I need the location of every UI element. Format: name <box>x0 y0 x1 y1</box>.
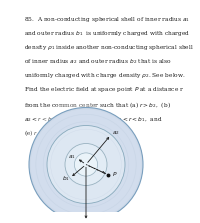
Text: $a_2<r<b_2$,  (c) $b_1<r<a_2$,  (d) $a_1<r<b_1$,  and: $a_2<r<b_2$, (c) $b_1<r<a_2$, (d) $a_1<r… <box>24 114 163 124</box>
Text: of inner radius $a_2$ and outer radius $b_2$ that is also: of inner radius $a_2$ and outer radius $… <box>24 57 172 66</box>
Circle shape <box>29 107 143 221</box>
Text: $a_1$: $a_1$ <box>68 153 76 161</box>
Text: density $\rho_1$ inside another non-conducting spherical shell: density $\rho_1$ inside another non-cond… <box>24 43 194 52</box>
Circle shape <box>29 107 143 221</box>
Text: and outer radius $b_1$  is uniformly charged with charged: and outer radius $b_1$ is uniformly char… <box>24 29 190 38</box>
Circle shape <box>47 126 125 204</box>
Circle shape <box>47 126 125 204</box>
Circle shape <box>74 153 98 176</box>
Text: Find the electric field at space point $P$ at a distance r: Find the electric field at space point $… <box>24 85 184 95</box>
Text: $b_2$: $b_2$ <box>82 221 90 223</box>
Text: $P$: $P$ <box>112 170 117 178</box>
Circle shape <box>65 143 107 186</box>
Circle shape <box>32 110 123 202</box>
Circle shape <box>23 102 132 210</box>
Circle shape <box>65 143 107 186</box>
Text: $b_1$: $b_1$ <box>62 175 69 184</box>
Circle shape <box>43 122 112 190</box>
Text: $a_2$: $a_2$ <box>112 129 119 137</box>
Text: (e) $r<a_1$.: (e) $r<a_1$. <box>24 128 53 138</box>
Text: uniformly charged with charge density $\rho_2$. See below.: uniformly charged with charge density $\… <box>24 71 186 80</box>
Text: 85.  A non-conducting spherical shell of inner radius $a_1$: 85. A non-conducting spherical shell of … <box>24 14 190 23</box>
Circle shape <box>31 109 141 220</box>
Circle shape <box>31 109 141 220</box>
Circle shape <box>74 153 98 176</box>
Text: from the common center such that (a) $r>b_2$,  (b): from the common center such that (a) $r>… <box>24 100 171 109</box>
